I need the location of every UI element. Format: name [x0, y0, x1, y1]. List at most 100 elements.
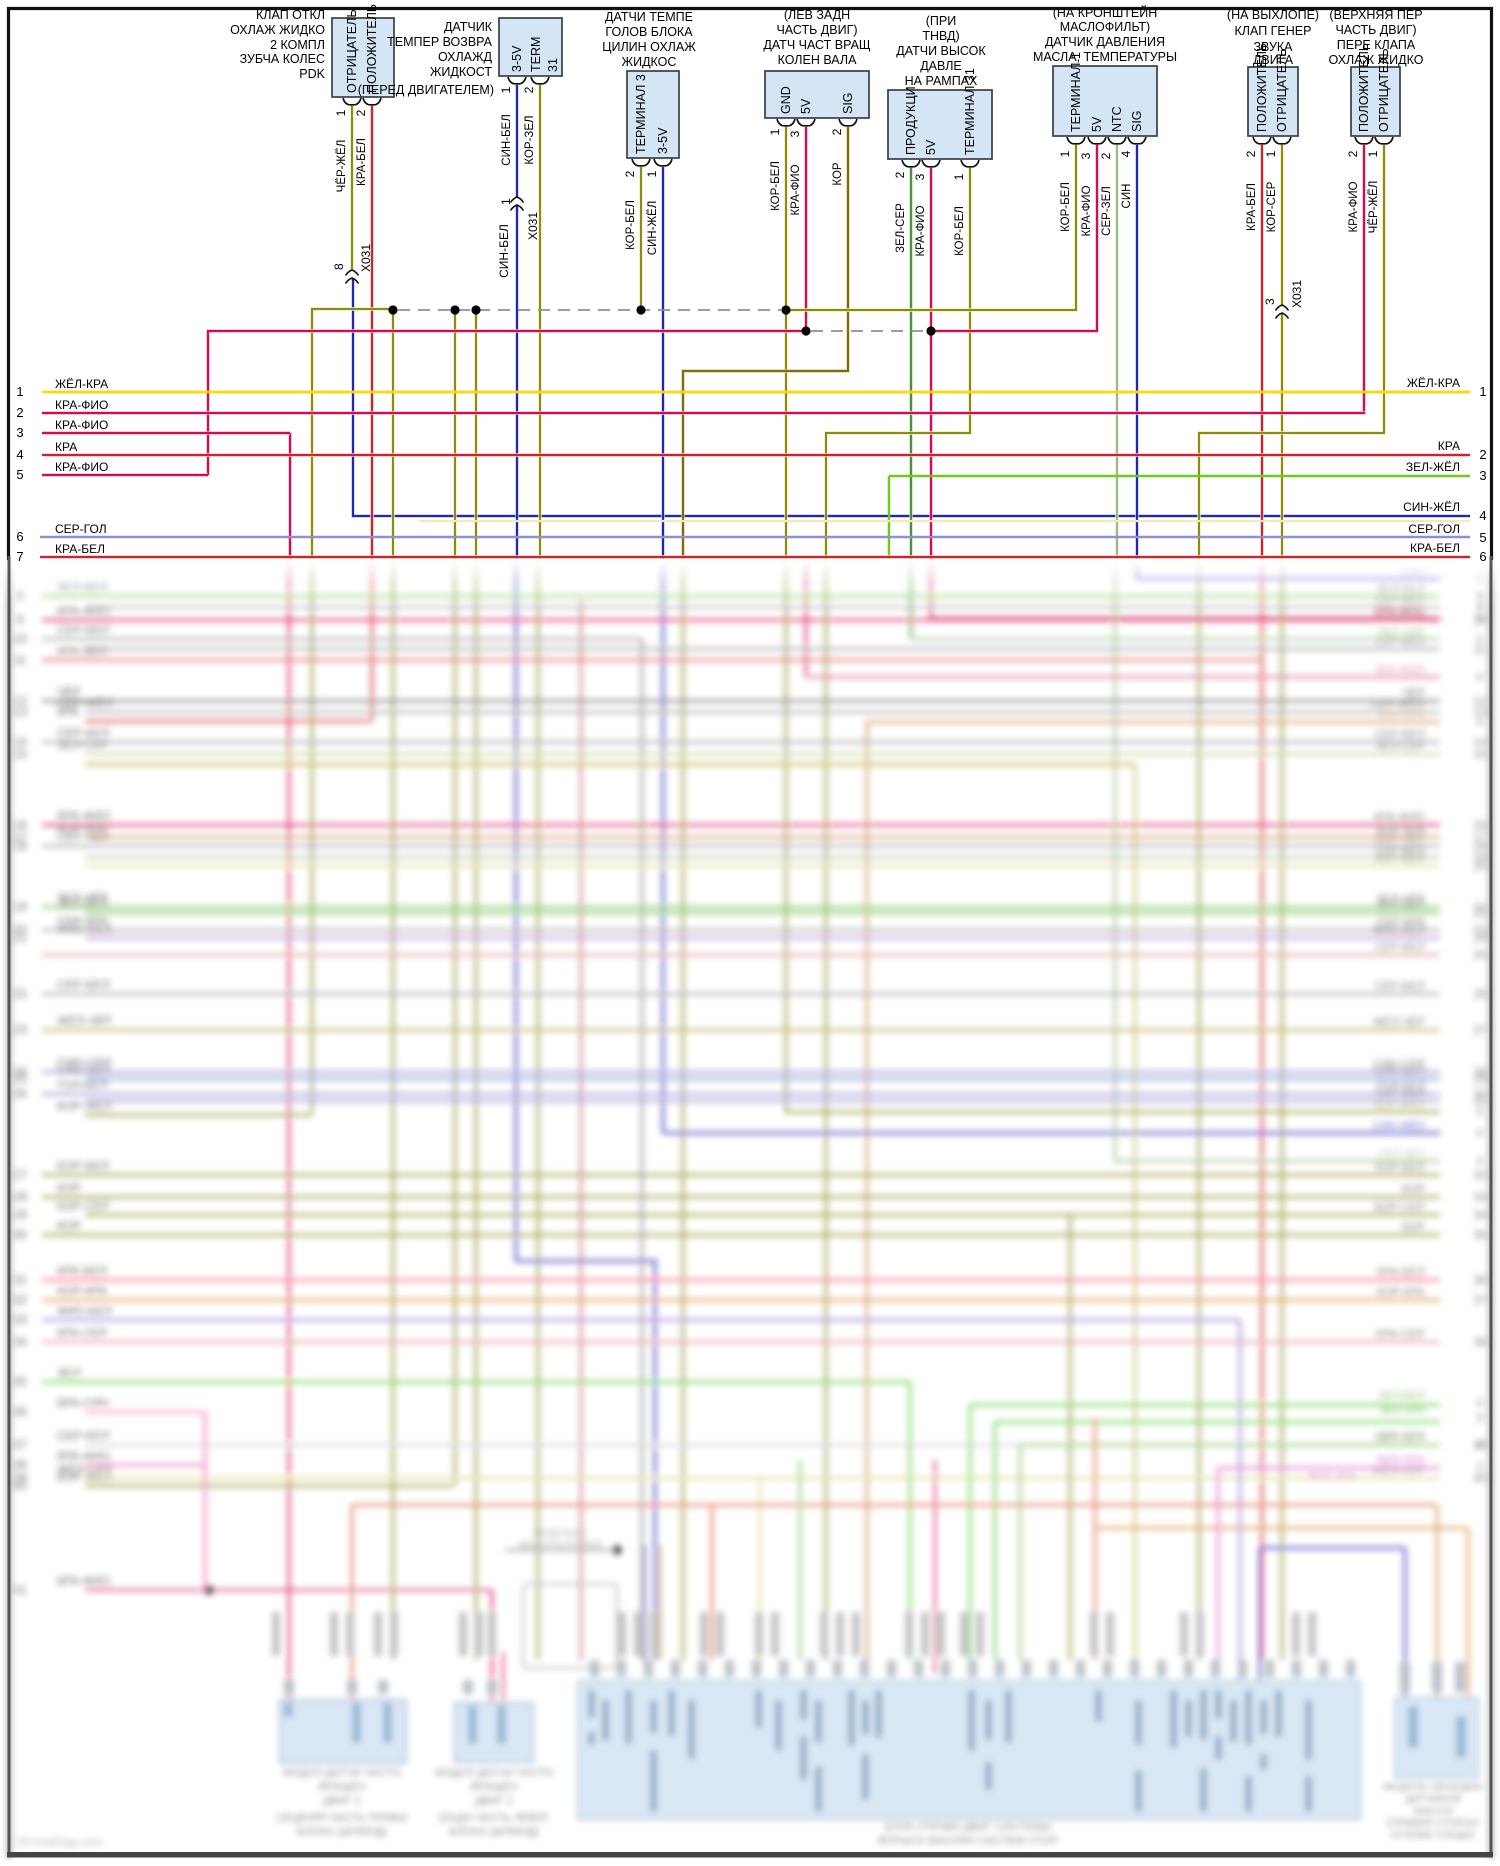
- svg-text:(НА КРОНШТЕЙН: (НА КРОНШТЕЙН: [1053, 5, 1158, 20]
- svg-text:10: 10: [13, 632, 27, 646]
- svg-text:ЗЕЛ-СЕР: ЗЕЛ-СЕР: [1375, 741, 1425, 753]
- svg-text:СЕР-ЧЁР: СЕР-ЧЁР: [1375, 833, 1426, 845]
- svg-text:СЕР-ГОЛ: СЕР-ГОЛ: [55, 522, 107, 536]
- svg-text:2: 2: [1244, 150, 1258, 157]
- svg-text:36: 36: [13, 1405, 27, 1419]
- svg-text:7: 7: [16, 549, 23, 564]
- svg-text:СЕР-ГОЛ: СЕР-ГОЛ: [1408, 522, 1460, 536]
- svg-text:СЕР-БЕЛ: СЕР-БЕЛ: [1375, 1432, 1425, 1444]
- svg-text:0: 0: [1477, 670, 1484, 684]
- svg-text:31: 31: [13, 1273, 27, 1287]
- svg-text:GND: GND: [779, 86, 793, 114]
- svg-text:ЗЕЛ-СЕР: ЗЕЛ-СЕР: [1378, 626, 1425, 638]
- svg-text:2: 2: [16, 405, 23, 420]
- svg-text:32: 32: [1473, 1168, 1487, 1182]
- svg-text:(ЗАДН ЧАСТЬ ЛЕВОГ: (ЗАДН ЧАСТЬ ЛЕВОГ: [438, 1812, 550, 1824]
- svg-text:МОДУЛЬ ОБЪЕДИН: МОДУЛЬ ОБЪЕДИН: [1383, 1781, 1482, 1793]
- svg-text:33: 33: [13, 1313, 27, 1327]
- svg-text:28: 28: [13, 1190, 27, 1204]
- svg-text:МАСЛОФИЛЬТ): МАСЛОФИЛЬТ): [1060, 20, 1150, 34]
- svg-text:КРА-БЕЛ: КРА-БЕЛ: [1246, 183, 1258, 231]
- svg-text:МАСЛА, ТЕМПЕРАТУРЫ: МАСЛА, ТЕМПЕРАТУРЫ: [1033, 50, 1177, 64]
- svg-text:КОР-КРА: КОР-КРА: [1379, 709, 1426, 721]
- svg-text:1: 1: [334, 109, 348, 116]
- svg-text:ЗЕЛ-БЕЛ: ЗЕЛ-БЕЛ: [1376, 900, 1425, 912]
- svg-text:КОР-БЕЛ: КОР-БЕЛ: [770, 161, 782, 211]
- svg-text:3: 3: [16, 425, 23, 440]
- svg-text:39: 39: [13, 1471, 27, 1485]
- svg-text:18: 18: [1473, 839, 1487, 853]
- svg-text:ЗЕЛ-БЕЛ: ЗЕЛ-БЕЛ: [57, 897, 108, 911]
- svg-text:ЗЕЛ-ЧЁР: ЗЕЛ-ЧЁР: [1376, 894, 1425, 906]
- svg-text:21: 21: [13, 931, 27, 945]
- svg-text:1: 1: [768, 128, 782, 135]
- svg-text:(ВЕРХНЯЯ ПЕР: (ВЕРХНЯЯ ПЕР: [1329, 8, 1422, 22]
- svg-text:ЖЁЛ-ЧЁР: ЖЁЛ-ЧЁР: [57, 1014, 112, 1028]
- svg-text:ПОЛОЖИТЕЛЬ: ПОЛОЖИТЕЛЬ: [1255, 43, 1269, 132]
- svg-text:2: 2: [830, 128, 844, 135]
- svg-text:СИН-БЕЛ: СИН-БЕЛ: [57, 1063, 111, 1077]
- svg-text:БЛОК УПРАВЛ ДВИГ СИСТЕМЫ: БЛОК УПРАВЛ ДВИГ СИСТЕМЫ: [885, 1821, 1052, 1833]
- svg-text:КОР: КОР: [57, 1219, 81, 1233]
- svg-text:МОДУЛ ДАТЧИ ЧАСТО: МОДУЛ ДАТЧИ ЧАСТО: [435, 1767, 553, 1779]
- svg-text:СИН-БЕЛ: СИН-БЕЛ: [497, 224, 511, 278]
- svg-text:СИН: СИН: [1121, 184, 1133, 209]
- svg-text:30: 30: [13, 1228, 27, 1242]
- svg-text:2: 2: [522, 86, 536, 93]
- svg-text:КРА-СЕР: КРА-СЕР: [57, 1326, 108, 1340]
- svg-text:ЧАСТЬ ДВИГ): ЧАСТЬ ДВИГ): [776, 23, 857, 37]
- svg-text:КРА-ФИО: КРА-ФИО: [1374, 812, 1425, 824]
- svg-text:СЕР-ЖЁЛ: СЕР-ЖЁЛ: [1372, 699, 1425, 711]
- svg-text:ГОЛОВ БЛОКА: ГОЛОВ БЛОКА: [605, 25, 693, 39]
- svg-text:КОР-БЕЛ: КОР-БЕЛ: [57, 1159, 109, 1173]
- svg-text:41: 41: [13, 1583, 27, 1597]
- svg-text:3: 3: [1079, 152, 1093, 159]
- svg-text:ОТРИЦАТЕЛЬ: ОТРИЦАТЕЛЬ: [1377, 48, 1391, 132]
- svg-text:0: 0: [1477, 611, 1484, 625]
- svg-text:СЕР-БЕЛ: СЕР-БЕЛ: [1375, 981, 1425, 993]
- svg-text:34: 34: [1473, 1208, 1487, 1222]
- svg-text:27: 27: [13, 1168, 27, 1182]
- svg-text:17: 17: [1473, 830, 1487, 844]
- svg-text:30: 30: [1473, 1087, 1487, 1101]
- svg-text:25: 25: [13, 1072, 27, 1086]
- svg-text:0: 0: [1477, 632, 1484, 646]
- svg-text:16: 16: [1473, 818, 1487, 832]
- svg-text:КРА-ФИО: КРА-ФИО: [1081, 185, 1093, 236]
- svg-text:5: 5: [1479, 530, 1486, 545]
- svg-text:ЖЁЛ-ЧЁР: ЖЁЛ-ЧЁР: [1372, 1017, 1425, 1029]
- svg-text:СИН-СЕР: СИН-СЕР: [1373, 1059, 1426, 1071]
- svg-text:X031: X031: [526, 212, 540, 240]
- svg-text:ДАТЧИ ТЕМПЕ: ДАТЧИ ТЕМПЕ: [605, 10, 693, 24]
- svg-text:ЗЕЛ-БЕЛ: ЗЕЛ-БЕЛ: [1378, 1390, 1425, 1402]
- svg-text:ЖЁЛ-КРА: ЖЁЛ-КРА: [55, 377, 108, 391]
- svg-text:КОР-СЕР: КОР-СЕР: [57, 1199, 110, 1213]
- svg-text:13: 13: [1473, 705, 1487, 719]
- svg-text:ДАВЛЕ: ДАВЛЕ: [920, 59, 962, 73]
- svg-text:19: 19: [1473, 850, 1487, 864]
- svg-text:ПОДУШКА: ПОДУШКА: [534, 1527, 586, 1539]
- svg-text:8: 8: [332, 263, 346, 270]
- svg-text:ТЕРМИНАЛ 3: ТЕРМИНАЛ 3: [634, 74, 648, 154]
- svg-text:35: 35: [1473, 1228, 1487, 1242]
- svg-text:35: 35: [13, 1375, 27, 1389]
- svg-text:18: 18: [13, 839, 27, 853]
- svg-text:26: 26: [13, 1087, 27, 1101]
- svg-text:КРА-СИН: КРА-СИН: [57, 1396, 109, 1410]
- svg-text:ВПРЫСК МАСЛЯН СИСТЕМ СТОП: ВПРЫСК МАСЛЯН СИСТЕМ СТОП: [878, 1835, 1058, 1847]
- svg-text:СЕР-БЕЛ: СЕР-БЕЛ: [57, 726, 109, 740]
- svg-text:(ЛЕВ ЗАДН: (ЛЕВ ЗАДН: [784, 8, 850, 22]
- svg-text:ШАССИ: ШАССИ: [1413, 1805, 1452, 1817]
- svg-text:38: 38: [13, 1458, 27, 1472]
- svg-text:(ЗАДНЯЯ ЧАСТЬ ПРАВШ: (ЗАДНЯЯ ЧАСТЬ ПРАВШ: [277, 1812, 408, 1824]
- svg-text:10: 10: [1473, 613, 1487, 627]
- svg-text:ПОЛОЖИТЕЛЬ: ПОЛОЖИТЕЛЬ: [1357, 43, 1371, 132]
- svg-text:ЗЕЛ-СЕР: ЗЕЛ-СЕР: [895, 203, 907, 253]
- svg-text:ГОЛ-БЕЛ: ГОЛ-БЕЛ: [1376, 1081, 1425, 1093]
- svg-text:КРА: КРА: [1438, 439, 1460, 453]
- svg-text:0: 0: [1477, 715, 1484, 729]
- svg-text:11: 11: [1474, 642, 1487, 656]
- svg-text:2: 2: [354, 109, 368, 116]
- svg-text:16: 16: [13, 818, 27, 832]
- svg-text:ОХЛАЖД: ОХЛАЖД: [438, 50, 493, 64]
